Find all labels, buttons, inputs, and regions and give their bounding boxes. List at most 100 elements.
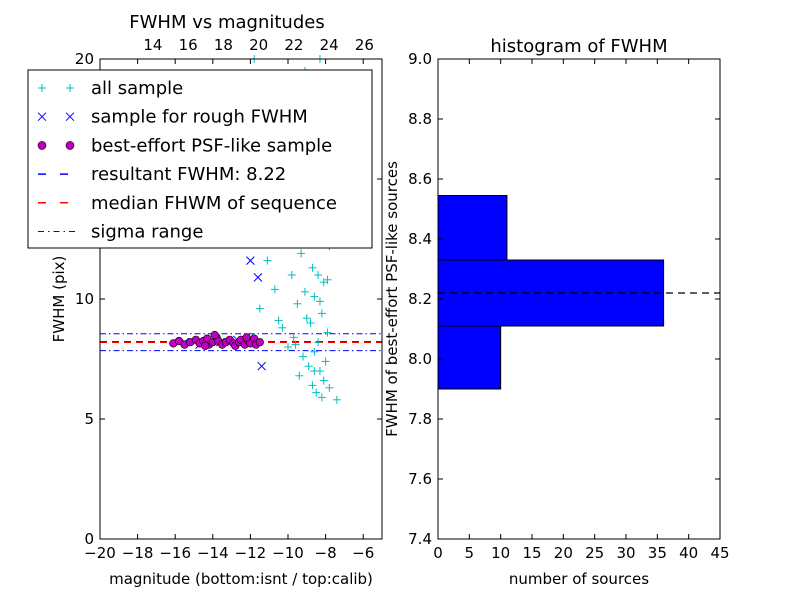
right-y-axis-label: FWHM of best-effort PSF-like sources	[383, 161, 401, 437]
all-sample-point	[299, 352, 308, 361]
right-y-tick-label: 8.0	[408, 350, 432, 368]
right-panel: histogram of FWHM 0 5 10 15 20 25 30 35 40 45 7.4…	[383, 36, 730, 588]
right-x-tick-label: 25	[585, 544, 604, 562]
all-sample-point	[300, 287, 309, 296]
all-sample-point	[315, 297, 324, 306]
right-y-tick-label: 9.0	[408, 50, 432, 68]
left-x-tick-label: −8	[315, 544, 337, 562]
right-x-tick-label: 45	[710, 544, 729, 562]
right-y-tick-label: 8.4	[408, 230, 432, 248]
legend-x-marker	[37, 112, 47, 122]
all-sample-point	[274, 316, 283, 325]
right-y-ticks: 7.4 7.6 7.8 8.0 8.2 8.4 8.6 8.8 9.0	[408, 50, 720, 548]
right-plot-frame	[437, 58, 721, 540]
legend-entry: all sample	[38, 78, 183, 99]
left-top-x-tick-label: 26	[355, 36, 374, 54]
rough-sample-point-d2	[257, 361, 267, 371]
left-x-tick-label: −12	[235, 544, 267, 562]
left-top-ticks: 14 16 18 20 22 24 26	[143, 36, 374, 54]
left-y-axis-label: FWHM (pix)	[50, 256, 68, 343]
all-sample-point	[304, 362, 313, 371]
legend-label: sample for rough FWHM	[91, 107, 308, 128]
all-sample-point	[310, 292, 319, 301]
rough-sample-point	[246, 256, 255, 265]
right-y-tick-label: 8.8	[408, 110, 432, 128]
histogram-bar	[437, 325, 502, 390]
left-reference-lines	[100, 333, 382, 352]
all-sample-point	[293, 299, 302, 308]
all-sample-point	[319, 376, 328, 385]
legend-label: resultant FWHM: 8.22	[91, 164, 286, 185]
left-y-tick-label: 5	[84, 410, 94, 428]
left-x-tick-label: −6	[352, 544, 374, 562]
all-sample-point	[289, 333, 298, 342]
all-sample-point	[310, 347, 319, 356]
legend-label: best-effort PSF-like sample	[91, 135, 332, 156]
right-chart-title: histogram of FWHM	[490, 36, 667, 57]
all-sample-point	[278, 323, 287, 332]
histogram-bars	[437, 195, 665, 390]
left-top-x-tick-label: 20	[249, 36, 268, 54]
all-sample-point	[323, 328, 332, 337]
psf-sample-point	[255, 338, 264, 347]
psf-sample-point	[201, 341, 210, 350]
legend-x-marker-d2	[37, 112, 47, 122]
left-x-axis-label: magnitude (bottom:isnt / top:calib)	[109, 570, 373, 588]
right-x-axis-label: number of sources	[509, 570, 649, 588]
left-chart-title: FWHM vs magnitudes	[129, 12, 324, 33]
all-sample-point	[270, 285, 279, 294]
left-x-tick-label: −20	[84, 544, 116, 562]
left-top-x-tick-label: 18	[214, 36, 233, 54]
left-x-tick-label: −16	[159, 544, 191, 562]
left-x-tick-label: −18	[122, 544, 154, 562]
left-top-x-tick-label: 22	[284, 36, 303, 54]
right-y-tick-label: 7.4	[408, 530, 432, 548]
all-sample-point	[302, 314, 311, 323]
all-sample-point	[263, 256, 272, 265]
legend-entry: sigma range	[38, 222, 203, 243]
legend-x-marker	[65, 112, 75, 122]
right-x-tick-label: 30	[616, 544, 635, 562]
histogram-bar	[437, 195, 508, 261]
legend-label: median FHWM of sequence	[91, 193, 337, 214]
legend-circle-marker	[65, 141, 75, 150]
all-sample-point	[314, 271, 323, 279]
legend-label: sigma range	[91, 222, 203, 243]
right-y-tick-label: 7.8	[408, 410, 432, 428]
rough-sample-point	[253, 273, 263, 282]
right-y-tick-label: 8.2	[408, 290, 432, 308]
scatter-psf-sample	[169, 330, 264, 350]
all-sample-point	[321, 357, 330, 366]
right-x-tick-label: 5	[465, 544, 475, 562]
left-x-tick-label: −10	[272, 544, 304, 562]
all-sample-point	[325, 383, 334, 392]
all-sample-point	[310, 367, 319, 375]
legend-plus-marker	[66, 84, 74, 92]
left-x-tick-label: −14	[197, 544, 229, 562]
left-y-tick-label: 10	[75, 290, 94, 308]
right-x-tick-label: 0	[433, 544, 443, 562]
legend-x-marker-d2	[65, 112, 75, 122]
all-sample-point	[291, 340, 300, 349]
legend-label: all sample	[91, 78, 183, 99]
legend-circle-marker	[37, 141, 47, 150]
all-sample-point	[312, 388, 321, 397]
all-sample-point	[332, 395, 341, 404]
rough-sample-point-d2	[253, 273, 263, 282]
right-y-tick-label: 8.6	[408, 170, 432, 188]
rough-sample-point-d2	[246, 256, 255, 265]
all-sample-point	[314, 338, 323, 347]
all-sample-point	[306, 319, 315, 327]
left-top-x-tick-label: 24	[320, 36, 339, 54]
legend-entry: resultant FWHM: 8.22	[38, 164, 286, 185]
all-sample-point	[284, 343, 292, 351]
left-top-x-tick-label: 16	[179, 36, 198, 54]
rough-sample-point	[257, 361, 267, 371]
left-bottom-ticks: −20 −18 −16 −14 −12 −10 −8 −6	[84, 59, 374, 562]
psf-sample-point	[242, 333, 251, 342]
right-x-tick-label: 10	[491, 544, 510, 562]
right-x-tick-label: 35	[648, 544, 667, 562]
all-sample-point	[323, 275, 332, 284]
